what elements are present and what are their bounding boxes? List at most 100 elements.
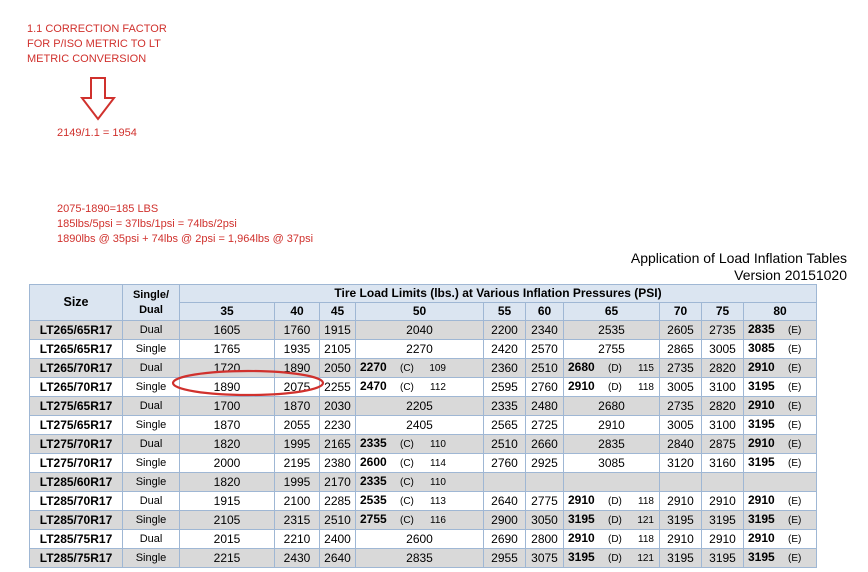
load-index: 109 [429,363,446,374]
load-value: 2680 [568,360,595,374]
load-60psi: 2800 [525,529,564,549]
load-index: 121 [812,380,816,396]
load-65psi: 3085 [563,453,660,473]
load-80psi [743,472,817,492]
load-range: (D) [608,534,622,545]
table-version: Version 20151020 [734,267,847,283]
load-35psi: 1700 [179,396,275,416]
ellipse-highlight [171,369,325,397]
load-index: 121 [637,515,654,526]
tire-size: LT275/70R17 [29,434,123,454]
load-range: (E) [788,401,802,412]
load-value: 3195 [568,512,595,526]
load-75psi: 2820 [701,358,744,378]
load-75psi: 3160 [701,453,744,473]
load-45psi: 2255 [319,377,356,397]
load-index: 115 [638,363,654,374]
table-row: LT265/65R17 Dual 1605 1760 1915 2040 2200 2340 2… [29,320,817,340]
table-row: LT285/70R17 Single 2105 2315 2510 2755 (C) 116 2… [29,510,817,530]
load-index: 121 [812,418,816,434]
load-80psi: 2910 (E) 118 [743,396,817,416]
load-60psi: 2480 [525,396,564,416]
load-range: (D) [608,363,622,374]
load-55psi: 2420 [483,339,526,359]
load-60psi: 2510 [525,358,564,378]
load-value: 2535 [598,323,625,337]
load-value: 3195 [748,379,775,393]
load-value: 2405 [406,418,433,432]
load-35psi: 1870 [179,415,275,435]
pressure-group-header: Tire Load Limits (lbs.) at Various Infla… [179,284,817,303]
table-title: Application of Load Inflation Tables [630,250,847,266]
tire-size: LT285/70R17 [29,491,123,511]
tire-size: LT275/65R17 [29,415,123,435]
load-range: (E) [788,458,802,469]
load-value: 3085 [598,456,625,470]
load-value: 2470 [360,379,387,393]
load-45psi: 2510 [319,510,356,530]
load-50psi: 2270 [355,339,484,359]
load-50psi: 2270 (C) 109 [355,358,484,378]
load-50psi: 2755 (C) 116 [355,510,484,530]
load-70psi: 2735 [659,396,702,416]
table-row: LT275/65R17 Dual 1700 1870 2030 2205 2335 2480 2… [29,396,817,416]
load-75psi: 3195 [701,548,744,568]
load-range: (E) [788,534,802,545]
load-40psi: 1760 [274,320,320,340]
load-range: (C) [400,515,414,526]
load-60psi: 2340 [525,320,564,340]
pressure-header-40: 40 [274,302,320,321]
load-35psi: 2000 [179,453,275,473]
load-40psi: 2075 [274,377,320,397]
single-dual: Dual [122,396,180,416]
load-range: (E) [788,325,802,336]
single-dual: Dual [122,491,180,511]
load-value: 2910 [748,436,775,450]
table-row: LT265/70R17 Single 1890 2075 2255 2470 (C) 112 2… [29,377,817,397]
tire-size: LT265/70R17 [29,377,123,397]
table-row: LT265/65R17 Single 1765 1935 2105 2270 2420 257… [29,339,817,359]
table-body: LT265/65R17 Dual 1605 1760 1915 2040 2200 2340 2… [29,320,817,568]
single-dual: Single [122,377,180,397]
load-65psi: 3195 (D) 121 [563,548,660,568]
load-60psi: 3050 [525,510,564,530]
load-range: (E) [788,496,802,507]
load-index: 121 [812,456,816,472]
load-65psi: 2680 [563,396,660,416]
table-row: LT265/70R17 Dual 1720 1890 2050 2270 (C) 109 236… [29,358,817,378]
load-80psi: 3195 (E) 121 [743,548,817,568]
load-range: (C) [400,382,414,393]
load-inflation-table: Size Single/ Dual Tire Load Limits (lbs.… [29,284,817,568]
load-index: 113 [430,496,446,507]
load-40psi: 2210 [274,529,320,549]
load-index: 121 [812,513,816,529]
load-index: 118 [638,534,654,545]
load-70psi: 3005 [659,415,702,435]
tire-size: LT265/65R17 [29,339,123,359]
load-40psi: 1995 [274,472,320,492]
load-50psi: 2600 (C) 114 [355,453,484,473]
load-index: 118 [638,496,654,507]
pressure-header-55: 55 [483,302,526,321]
load-index: 117 [812,323,816,339]
load-value: 3195 [748,417,775,431]
load-65psi: 2910 [563,415,660,435]
pressure-header-35: 35 [179,302,275,321]
load-75psi: 3100 [701,377,744,397]
load-70psi: 3195 [659,548,702,568]
load-value: 2755 [598,342,625,356]
load-45psi: 2030 [319,396,356,416]
load-55psi: 2690 [483,529,526,549]
load-45psi: 2380 [319,453,356,473]
tire-size: LT285/70R17 [29,510,123,530]
load-60psi [525,472,564,492]
load-70psi: 3005 [659,377,702,397]
load-70psi: 2840 [659,434,702,454]
load-70psi: 2865 [659,339,702,359]
single-dual-header-line: Dual [139,303,163,316]
work-note-line: 1890lbs @ 35psi + 74lbs @ 2psi = 1,964lb… [57,233,314,245]
load-index: 118 [812,532,816,548]
load-60psi: 2725 [525,415,564,435]
load-60psi: 3075 [525,548,564,568]
load-value: 2600 [360,455,387,469]
